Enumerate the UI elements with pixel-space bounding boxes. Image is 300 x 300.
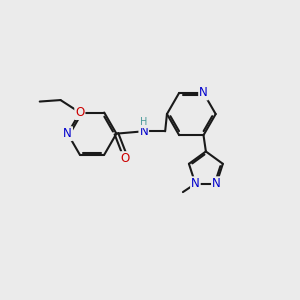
- Text: O: O: [75, 106, 85, 119]
- Text: H: H: [140, 117, 147, 128]
- Text: N: N: [212, 177, 221, 190]
- Text: N: N: [199, 86, 208, 99]
- Text: N: N: [191, 177, 200, 190]
- Text: N: N: [140, 125, 148, 138]
- Text: O: O: [121, 152, 130, 165]
- Text: N: N: [63, 127, 72, 140]
